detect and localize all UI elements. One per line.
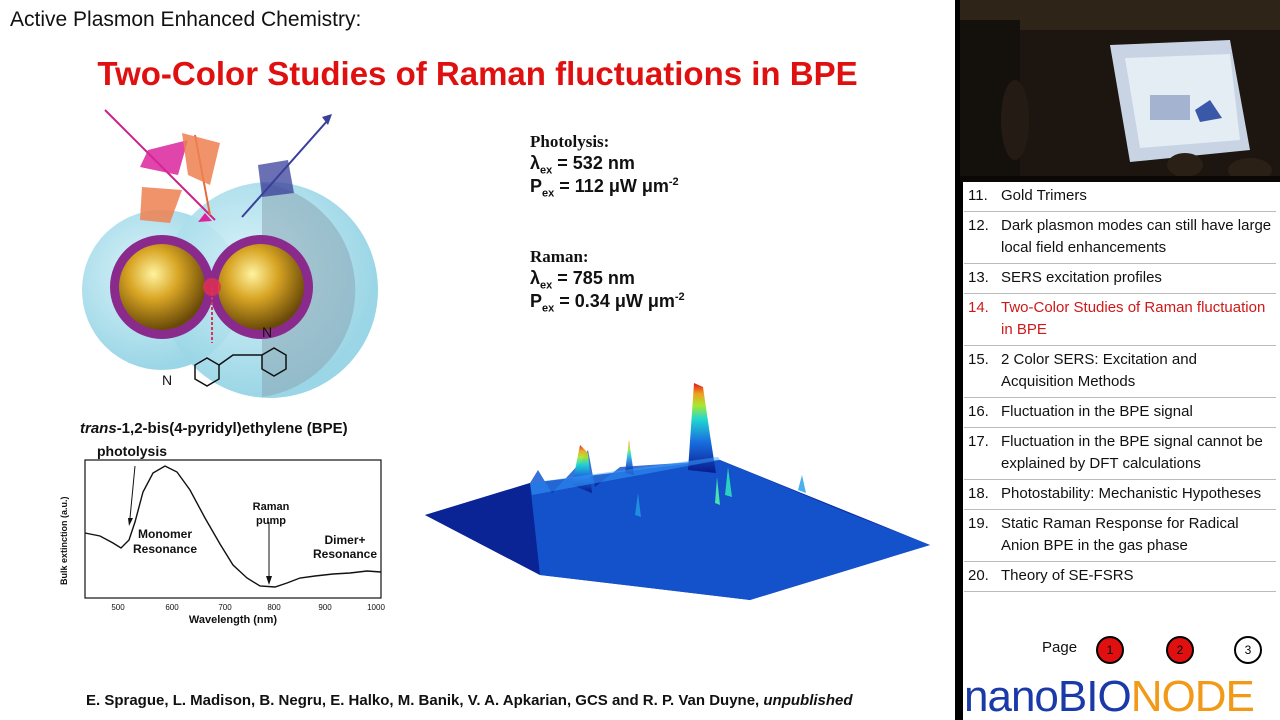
sidebar-panel: 11. Gold Trimers 12. Dark plasmon modes ca…: [960, 0, 1280, 720]
chapter-item-19[interactable]: 19. Static Raman Response for Radical Ani…: [964, 510, 1276, 562]
chapter-label: Fluctuation in the BPE signal cannot be …: [1001, 433, 1263, 472]
extinction-spectrum-plot: 500 600 700 800 900 1000 Wavelength (nm)…: [59, 443, 385, 626]
molecule-name: trans-1,2-bis(4-pyridyl)ethylene (BPE): [80, 420, 348, 437]
photolysis-heading: Photolysis:: [530, 132, 610, 151]
chapter-number: 11.: [968, 187, 988, 204]
annotation-raman-line1: Raman: [253, 501, 290, 513]
nanobionode-logo: nanoBIONODE: [964, 672, 1255, 720]
chapter-number: 13.: [968, 269, 989, 286]
chapter-number: 18.: [968, 485, 989, 502]
chapter-list: 11. Gold Trimers 12. Dark plasmon modes ca…: [960, 182, 1280, 592]
page-button-3[interactable]: 3: [1234, 636, 1262, 664]
chapter-label: SERS excitation profiles: [1001, 269, 1162, 286]
chapter-label: Static Raman Response for Radical Anion …: [1001, 515, 1239, 554]
page-button-2[interactable]: 2: [1166, 636, 1194, 664]
chapter-item-12[interactable]: 12. Dark plasmon modes can still have lar…: [964, 212, 1276, 264]
chapter-label: Dark plasmon modes can still have large …: [1001, 217, 1272, 256]
x-tick-800: 800: [267, 603, 281, 612]
pyridyl-nitrogen-label-left: N: [162, 372, 172, 388]
chapter-label: 2 Color SERS: Excitation and Acquisition…: [1001, 351, 1197, 390]
chapter-item-14-active[interactable]: 14. Two-Color Studies of Raman fluctuatio…: [964, 294, 1276, 346]
pyridyl-nitrogen-label-right: N: [262, 324, 272, 340]
chapter-item-18[interactable]: 18. Photostability: Mechanistic Hypothese…: [964, 480, 1276, 510]
presenter-video[interactable]: [960, 0, 1280, 182]
x-tick-600: 600: [165, 603, 179, 612]
page-button-1[interactable]: 1: [1096, 636, 1124, 664]
chapter-item-16[interactable]: 16. Fluctuation in the BPE signal: [964, 398, 1276, 428]
chapter-number: 19.: [968, 515, 989, 532]
x-tick-500: 500: [111, 603, 125, 612]
annotation-photolysis: photolysis: [97, 443, 167, 459]
chapter-number: 12.: [968, 217, 989, 234]
spectrum-y-label: Bulk extinction (a.u.): [59, 496, 69, 585]
photolysis-power: Pex = 112 μW μm-2: [530, 176, 679, 200]
photolysis-wavelength: λex = 532 nm: [530, 153, 635, 177]
sidebar-divider: [960, 0, 963, 720]
nanoparticle-dimer-illustration: N N: [82, 109, 378, 398]
chapter-item-20[interactable]: 20. Theory of SE-FSRS: [964, 562, 1276, 592]
chapter-number: 14.: [968, 299, 989, 316]
raman-wavelength: λex = 785 nm: [530, 268, 635, 292]
raman-heading: Raman:: [530, 247, 589, 266]
annotation-raman-line2: pump: [256, 515, 286, 527]
slide-credits: E. Sprague, L. Madison, B. Negru, E. Hal…: [86, 692, 853, 709]
chapter-number: 15.: [968, 351, 989, 368]
chapter-label: Gold Trimers: [1001, 187, 1087, 204]
x-tick-700: 700: [218, 603, 232, 612]
x-tick-900: 900: [318, 603, 332, 612]
page-label: Page: [1042, 639, 1078, 656]
annotation-dimer-line1: Dimer+: [324, 533, 365, 547]
chapter-number: 20.: [968, 567, 989, 584]
spectrum-x-label: Wavelength (nm): [189, 614, 278, 626]
chapter-number: 16.: [968, 403, 989, 420]
x-tick-1000: 1000: [367, 603, 385, 612]
chapter-label: Two-Color Studies of Raman fluctuation i…: [1001, 299, 1266, 338]
chapter-label: Theory of SE-FSRS: [1001, 567, 1134, 584]
chapter-label: Fluctuation in the BPE signal: [1001, 403, 1193, 420]
chapter-label: Photostability: Mechanistic Hypotheses: [1001, 485, 1262, 502]
annotation-dimer-line2: Resonance: [313, 547, 377, 561]
slide: Active Plasmon Enhanced Chemistry: Two-C…: [0, 0, 955, 720]
raman-power: Pex = 0.34 μW μm-2: [530, 291, 685, 315]
slide-title: Two-Color Studies of Raman fluctuations …: [97, 55, 858, 92]
raman-fluctuation-3d-surface: [425, 383, 930, 600]
annotation-monomer-line2: Resonance: [133, 542, 197, 556]
annotation-monomer-line1: Monomer: [138, 527, 192, 541]
chapter-item-17[interactable]: 17. Fluctuation in the BPE signal cannot …: [964, 428, 1276, 480]
chapter-item-13[interactable]: 13. SERS excitation profiles: [964, 264, 1276, 294]
spectrum-x-ticks: 500 600 700 800 900 1000: [111, 603, 385, 612]
slide-header: Active Plasmon Enhanced Chemistry:: [10, 8, 362, 31]
chapter-item-15[interactable]: 15. 2 Color SERS: Excitation and Acquisit…: [964, 346, 1276, 398]
chapter-number: 17.: [968, 433, 989, 450]
chapter-item-11[interactable]: 11. Gold Trimers: [964, 182, 1276, 212]
